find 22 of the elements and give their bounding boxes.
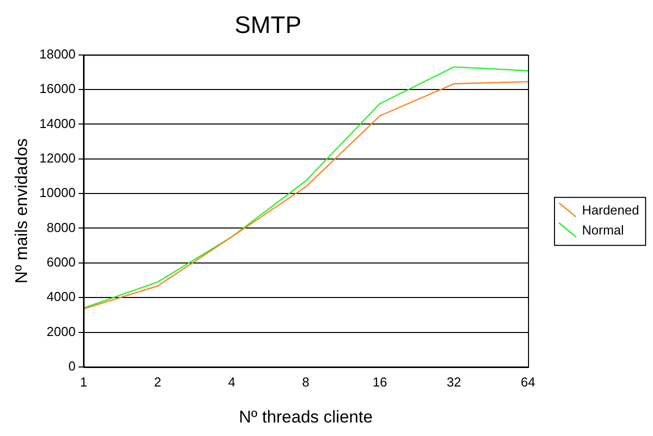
x-tick-label: 2 — [154, 374, 162, 390]
x-axis-title: Nº threads cliente — [238, 407, 373, 426]
y-tick-label: 14000 — [39, 116, 76, 131]
chart-title: SMTP — [234, 12, 302, 40]
x-tick-label: 32 — [446, 374, 462, 390]
x-tick-label: 16 — [372, 374, 388, 390]
y-tick-label: 0 — [68, 358, 76, 374]
y-tick-label: 4000 — [46, 289, 76, 304]
legend-label: Hardened — [582, 202, 640, 218]
x-tick-label: 8 — [302, 374, 310, 390]
y-tick-label: 8000 — [46, 220, 76, 235]
x-tick-label: 64 — [520, 374, 536, 390]
y-tick-label: 18000 — [39, 46, 76, 62]
x-tick-label: 1 — [80, 374, 88, 390]
y-axis-title: Nº mails envidados — [12, 138, 31, 284]
legend-label: Normal — [582, 222, 624, 238]
y-tick-label: 10000 — [39, 185, 76, 200]
y-tick-label: 16000 — [39, 81, 76, 96]
y-tick-label: 12000 — [39, 150, 76, 166]
x-tick-label: 4 — [228, 374, 236, 390]
y-tick-label: 2000 — [46, 324, 76, 339]
y-tick-label: 6000 — [46, 254, 76, 270]
